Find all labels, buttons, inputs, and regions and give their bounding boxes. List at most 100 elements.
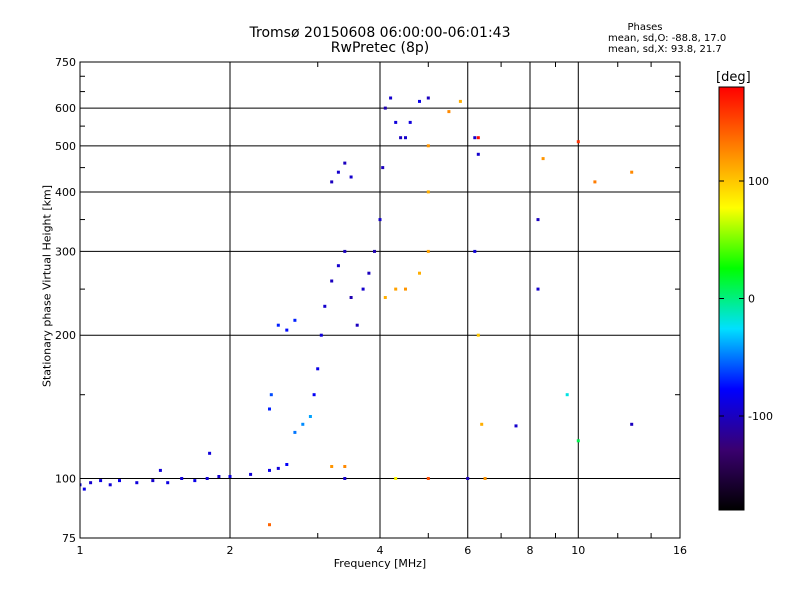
colorbar-tick-label: 100 bbox=[748, 175, 769, 188]
data-point bbox=[394, 477, 398, 480]
data-point bbox=[276, 466, 280, 470]
data-point bbox=[361, 287, 365, 291]
data-point bbox=[418, 271, 421, 275]
data-point bbox=[476, 152, 480, 156]
data-point bbox=[336, 170, 340, 174]
data-point bbox=[349, 175, 353, 179]
data-point bbox=[383, 296, 387, 299]
data-point bbox=[473, 136, 477, 140]
data-point bbox=[99, 479, 103, 483]
data-point bbox=[630, 170, 634, 174]
data-point bbox=[426, 190, 430, 194]
data-point bbox=[336, 264, 340, 268]
data-point bbox=[205, 477, 209, 480]
data-point bbox=[426, 144, 430, 148]
data-point bbox=[418, 99, 421, 103]
data-point bbox=[394, 287, 398, 291]
data-point bbox=[404, 287, 407, 291]
data-point bbox=[408, 120, 412, 124]
data-point bbox=[383, 106, 387, 110]
data-point bbox=[301, 422, 305, 426]
y-tick-label: 300 bbox=[55, 245, 76, 258]
data-point bbox=[394, 120, 398, 124]
data-point bbox=[80, 483, 82, 487]
plot-frame bbox=[79, 61, 681, 539]
y-tick-label: 200 bbox=[55, 329, 76, 342]
x-tick-label: 2 bbox=[227, 544, 234, 557]
data-point bbox=[426, 477, 430, 480]
data-point bbox=[158, 468, 162, 472]
data-point bbox=[180, 477, 184, 480]
y-axis-ticks: 75 100 200 300 400 500 600 750 bbox=[55, 56, 680, 545]
data-point bbox=[536, 218, 540, 222]
data-point bbox=[308, 415, 312, 418]
colorbar-label: [deg] bbox=[716, 70, 751, 85]
chart-title: Tromsø 20150608 06:00:00-06:01:43 bbox=[249, 25, 511, 41]
data-point bbox=[476, 136, 480, 140]
data-point bbox=[404, 136, 407, 140]
data-point bbox=[458, 99, 462, 103]
x-tick-label: 16 bbox=[673, 544, 687, 557]
data-point bbox=[630, 422, 634, 426]
y-tick-label: 750 bbox=[55, 56, 76, 69]
data-point bbox=[208, 451, 212, 455]
data-points bbox=[80, 96, 634, 527]
x-tick-label: 4 bbox=[377, 544, 384, 557]
data-point bbox=[323, 304, 327, 308]
data-point bbox=[268, 407, 271, 411]
data-point bbox=[349, 296, 353, 299]
data-point bbox=[367, 271, 371, 275]
x-tick-label: 6 bbox=[464, 544, 471, 557]
x-tick-label: 1 bbox=[77, 544, 84, 557]
data-point bbox=[576, 140, 580, 144]
data-point bbox=[426, 249, 430, 253]
y-tick-label: 500 bbox=[55, 140, 76, 153]
data-point bbox=[466, 477, 470, 480]
data-point bbox=[373, 249, 376, 253]
data-point bbox=[118, 479, 121, 483]
data-point bbox=[330, 465, 334, 468]
x-axis-label: Frequency [MHz] bbox=[333, 557, 427, 570]
y-tick-label: 600 bbox=[55, 102, 76, 115]
data-point bbox=[381, 166, 385, 170]
x-tick-label: 10 bbox=[571, 544, 585, 557]
data-point bbox=[541, 157, 545, 161]
data-point bbox=[536, 287, 540, 291]
x-tick-label: 8 bbox=[527, 544, 534, 557]
colorbar-tick-label: 0 bbox=[748, 293, 755, 306]
data-point bbox=[343, 161, 347, 165]
plot-grid bbox=[80, 62, 680, 538]
x-axis-ticks: 1 2 4 6 8 10 16 bbox=[77, 62, 687, 557]
data-point bbox=[228, 475, 232, 478]
data-point bbox=[285, 328, 289, 332]
phases-o-mode-stats: mean, sd,O: -88.8, 17.0 bbox=[608, 33, 727, 44]
data-point bbox=[330, 180, 334, 184]
chart-subtitle: RwPretec (8p) bbox=[330, 40, 430, 56]
data-point bbox=[343, 477, 347, 480]
colorbar-tick-label: -100 bbox=[748, 410, 773, 423]
data-point bbox=[330, 279, 334, 283]
data-point bbox=[343, 249, 347, 253]
data-point bbox=[285, 463, 289, 466]
data-point bbox=[426, 96, 430, 100]
data-point bbox=[268, 468, 271, 472]
data-point bbox=[166, 481, 170, 485]
data-point bbox=[268, 523, 271, 527]
data-point bbox=[269, 393, 273, 397]
data-point bbox=[89, 481, 93, 485]
y-tick-label: 75 bbox=[62, 532, 76, 545]
data-point bbox=[576, 439, 580, 443]
data-point bbox=[593, 180, 597, 184]
data-point bbox=[514, 424, 518, 428]
data-point bbox=[480, 422, 484, 426]
data-point bbox=[151, 479, 155, 483]
data-point bbox=[355, 323, 359, 327]
data-point bbox=[473, 249, 477, 253]
data-point bbox=[108, 483, 112, 487]
data-point bbox=[447, 110, 451, 114]
data-point bbox=[483, 477, 487, 480]
data-point bbox=[82, 487, 86, 491]
data-point bbox=[135, 481, 139, 485]
colorbar-ticks: 100 0 -100 bbox=[719, 175, 773, 423]
